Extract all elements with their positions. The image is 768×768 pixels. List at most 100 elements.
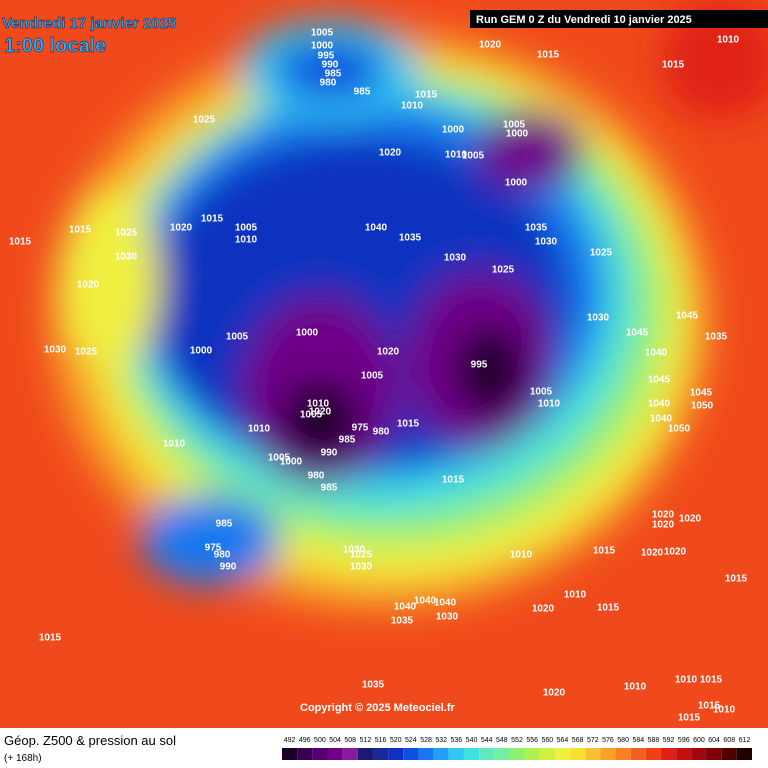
colorbar-swatch (600, 748, 616, 760)
isobar-label: 1015 (537, 50, 560, 61)
isobar-label: 1020 (664, 547, 687, 558)
isobar-label: 1015 (700, 675, 723, 686)
isobar-label: 1020 (641, 548, 664, 559)
isobar-label: 1020 (77, 280, 100, 291)
isobar-label: 1025 (492, 265, 515, 276)
isobar-label: 1000 (280, 457, 303, 468)
isobar-label: 1010 (510, 550, 533, 561)
isobar-label: 1010 (713, 705, 736, 716)
isobar-label: 1020 (652, 520, 675, 531)
colorbar-label: 508 (344, 737, 356, 744)
isobar-label: 1015 (69, 225, 92, 236)
isobar-label: 985 (321, 483, 338, 494)
isobar-label: 1005 (311, 28, 334, 39)
isobar-label: 1020 (170, 223, 193, 234)
isobar-label: 1010 (163, 439, 186, 450)
isobar-label: 995 (318, 51, 335, 62)
colorbar-label: 512 (360, 737, 372, 744)
isobar-label: 980 (214, 550, 231, 561)
colorbar-swatch (342, 748, 358, 760)
isobar-label: 1020 (679, 514, 702, 525)
colorbar-swatch (494, 748, 510, 760)
isobar-label: 1010 (401, 101, 424, 112)
isobar-label: 990 (220, 562, 237, 573)
colorbar-label: 504 (329, 737, 341, 744)
isobar-label: 1005 (226, 332, 249, 343)
isobar-label: 1015 (678, 713, 701, 724)
isobar-label: 1040 (434, 598, 457, 609)
isobar-label: 1005 (300, 410, 323, 421)
colorbar-swatch (615, 748, 631, 760)
isobar-label: 1025 (590, 248, 613, 259)
colorbar-swatch (312, 748, 328, 760)
isobar-label: 1020 (479, 40, 502, 51)
colorbar-label: 560 (541, 737, 553, 744)
colorbar-label: 516 (375, 737, 387, 744)
isobar-label: 1015 (698, 701, 721, 712)
colorbar-label: 552 (511, 737, 523, 744)
footer-lead: (+ 168h) (4, 753, 42, 764)
isobar-label: 1010 (235, 235, 258, 246)
colorbar-swatch (736, 748, 752, 760)
colorbar-label: 604 (708, 737, 720, 744)
height-field (50, 0, 768, 610)
colorbar-label: 556 (526, 737, 538, 744)
isobar-label: 1010 (538, 399, 561, 410)
isobar-label: 1010 (564, 590, 587, 601)
isobar-label: 1000 (506, 129, 529, 140)
colorbar-swatch (509, 748, 525, 760)
isobar-label: 1020 (532, 604, 555, 615)
run-text: Run GEM 0 Z du Vendredi 10 janvier 2025 (476, 14, 692, 26)
isobar-label: 1040 (650, 414, 673, 425)
date: Vendredi 17 janvier 2025 (2, 15, 176, 32)
isobar-label: 1045 (676, 311, 699, 322)
time: 1:00 locale (4, 35, 106, 57)
colorbar-label: 536 (451, 737, 463, 744)
colorbar-swatch (418, 748, 434, 760)
isobar-label: 1005 (503, 120, 526, 131)
isobar-label: 1045 (648, 375, 671, 386)
footer-title: Géop. Z500 & pression au sol (4, 733, 176, 748)
colorbar-label: 500 (314, 737, 326, 744)
isobar-label: 1000 (311, 41, 334, 52)
isobar-label: 1030 (535, 237, 558, 248)
isobar-label: 1025 (115, 228, 138, 239)
colorbar-label: 564 (557, 737, 569, 744)
isobar-label: 1035 (391, 616, 414, 627)
isobar-label: 1010 (675, 675, 698, 686)
colorbar-swatch (327, 748, 343, 760)
colorbar-label: 596 (678, 737, 690, 744)
colorbar-swatch (297, 748, 313, 760)
colorbar-swatch (630, 748, 646, 760)
colorbar-swatch (539, 748, 555, 760)
isobar-label: 1035 (362, 680, 385, 691)
isobar-label: 995 (471, 360, 488, 371)
colorbar-label: 532 (435, 737, 447, 744)
isobar-label: 985 (216, 519, 233, 530)
isobar-label: 1010 (445, 150, 468, 161)
isobar-label: 1040 (394, 602, 417, 613)
colorbar-label: 576 (602, 737, 614, 744)
colorbar-label: 492 (284, 737, 296, 744)
isobar-label: 1020 (377, 347, 400, 358)
isobar-label: 1030 (343, 545, 366, 556)
colorbar-swatch (645, 748, 662, 760)
colorbar-label: 572 (587, 737, 599, 744)
isobar-label: 980 (373, 427, 390, 438)
isobar-label: 1030 (44, 345, 67, 356)
colorbar-label: 544 (481, 737, 493, 744)
colorbar-swatch (372, 748, 389, 760)
colorbar-label: 520 (390, 737, 402, 744)
colorbar-label: 524 (405, 737, 417, 744)
isobar-label: 1020 (379, 148, 402, 159)
isobar-label: 985 (339, 435, 356, 446)
colorbar-swatch (585, 748, 601, 760)
isobar-label: 1025 (350, 550, 373, 561)
isobar-label: 1040 (414, 596, 437, 607)
colorbar-label: 608 (723, 737, 735, 744)
isobar-label: 1015 (725, 574, 748, 585)
colorbar-label: 584 (632, 737, 644, 744)
isobar-label: 1015 (397, 419, 420, 430)
